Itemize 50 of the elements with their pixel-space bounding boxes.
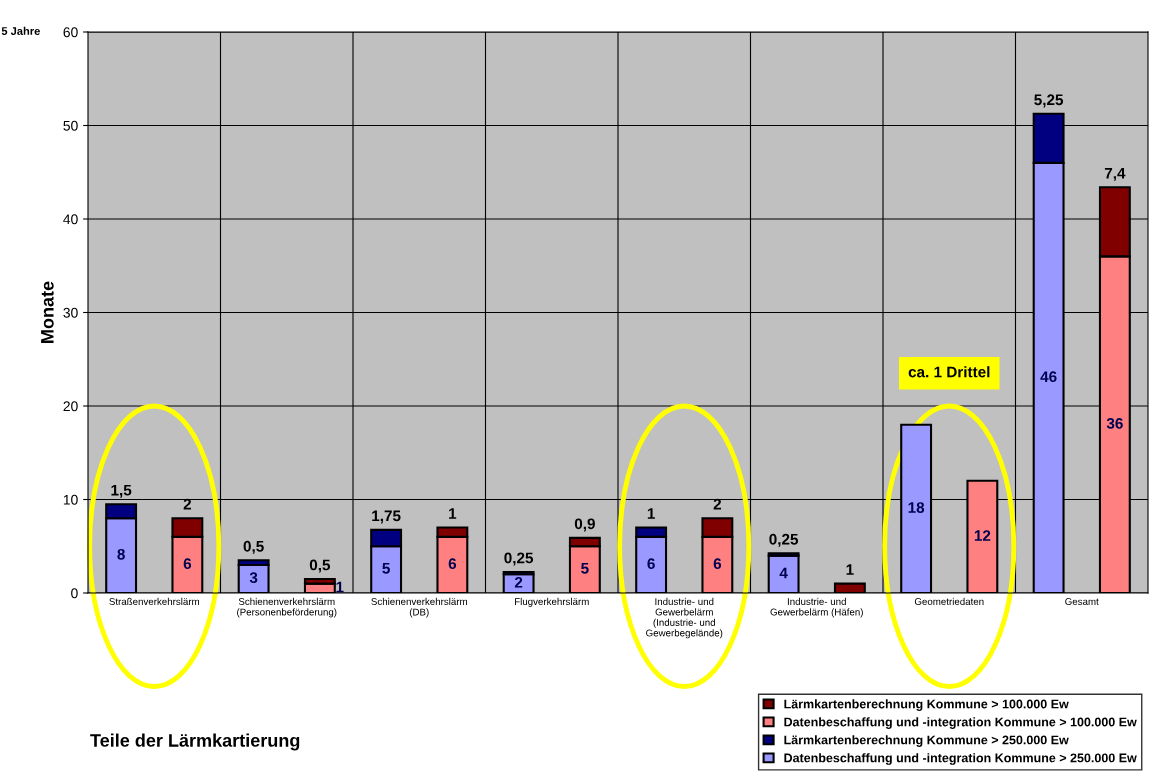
data-label: 18 [908, 502, 925, 513]
legend-label: Datenbeschaffung und -integration Kommune > 100.000 Ew [784, 717, 1137, 729]
data-label: 1 [647, 508, 655, 519]
x-tick-label: Industrie- und Gewerbelärm (Häfen) [770, 597, 863, 618]
x-tick-label: Industrie- und Gewerbelärm (Industrie- und Gewerbegelände) [646, 597, 723, 639]
legend-label: Datenbeschaffung und -integration Kommune > 250.000 Ew [784, 753, 1137, 765]
data-label: 36 [1106, 417, 1123, 429]
data-label: 0,25 [769, 533, 799, 547]
x-tick-label: Gesamt [1065, 598, 1099, 605]
x-tick-label: Schienenverkehrslärm (Personenbeförderung) [237, 597, 337, 618]
legend-label: Lärmkartenberechnung Kommune > 250.000 Ew [784, 735, 1069, 747]
data-label: 5 [382, 563, 390, 574]
data-label: 6 [448, 558, 457, 570]
text: Teile der Lärmkartierung [90, 733, 300, 751]
x-tick-label: Schienenverkehrslärm (DB) [371, 597, 467, 618]
data-label: 0,25 [504, 552, 534, 566]
x-tick-label: Geometriedaten [914, 597, 984, 605]
annotation: ca. 1 Drittel [908, 366, 990, 378]
y-tick-label: 10 [63, 494, 78, 505]
data-label: 6 [647, 558, 655, 570]
data-label: 4 [779, 567, 788, 579]
y-tick-label: 60 [63, 27, 78, 38]
y-tick-label: 0 [71, 588, 78, 599]
data-label: 8 [117, 548, 125, 560]
data-label: 1,5 [111, 484, 132, 498]
x-tick-label: Straßenverkehrslärm [109, 597, 199, 605]
data-label: 12 [974, 530, 991, 541]
legend-label: Lärmkartenberechnung Kommune > 100.000 Ew [784, 699, 1069, 711]
data-label: 7,4 [1104, 167, 1126, 181]
data-label: 5,25 [1034, 94, 1064, 108]
data-label: 3 [249, 572, 258, 584]
data-label: 0,5 [243, 540, 264, 554]
data-label: 1 [449, 508, 457, 519]
y-axis-title: Monate [41, 281, 54, 343]
data-label: 6 [713, 558, 722, 570]
data-label: 0,5 [309, 559, 331, 573]
y-tick-label: 50 [63, 120, 78, 131]
text: 5 Jahre [1, 26, 40, 35]
data-label: 1 [846, 564, 854, 575]
data-label: 46 [1040, 371, 1057, 383]
data-label: 1,75 [372, 510, 401, 524]
data-label: 2 [514, 576, 523, 588]
data-label: 5 [581, 563, 589, 574]
data-label: 6 [183, 558, 192, 570]
y-tick-label: 20 [63, 401, 78, 412]
data-label: 1 [336, 581, 344, 593]
y-tick-label: 30 [63, 307, 78, 318]
x-tick-label: Flugverkehrslärm [515, 597, 589, 607]
data-label: 0,9 [574, 518, 595, 532]
y-tick-label: 40 [63, 214, 78, 225]
